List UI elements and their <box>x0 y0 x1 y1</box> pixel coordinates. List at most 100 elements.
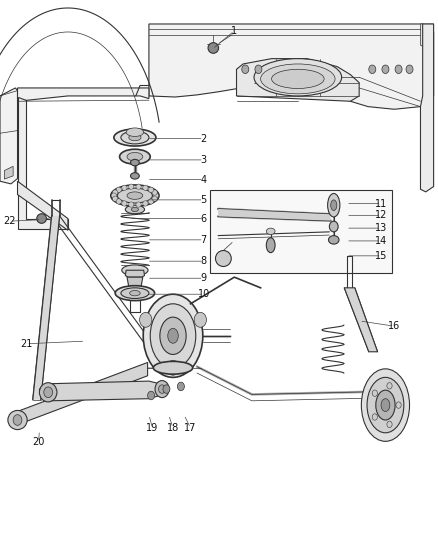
Ellipse shape <box>395 65 402 74</box>
Ellipse shape <box>130 290 140 296</box>
Ellipse shape <box>143 185 148 190</box>
Ellipse shape <box>125 205 145 214</box>
Ellipse shape <box>136 202 141 207</box>
Ellipse shape <box>115 286 155 301</box>
Ellipse shape <box>121 288 149 298</box>
Ellipse shape <box>111 193 117 198</box>
Ellipse shape <box>168 328 178 343</box>
Ellipse shape <box>255 65 262 74</box>
Ellipse shape <box>153 361 193 374</box>
Text: 5: 5 <box>201 195 207 205</box>
Ellipse shape <box>361 369 410 441</box>
Ellipse shape <box>143 294 203 377</box>
Ellipse shape <box>127 152 143 161</box>
Ellipse shape <box>177 382 184 391</box>
Text: 16: 16 <box>388 321 400 331</box>
Ellipse shape <box>143 201 148 206</box>
Ellipse shape <box>194 312 206 327</box>
Ellipse shape <box>121 131 149 144</box>
Ellipse shape <box>160 317 186 354</box>
Ellipse shape <box>242 65 249 74</box>
Ellipse shape <box>215 251 231 266</box>
Ellipse shape <box>129 184 134 189</box>
Polygon shape <box>218 209 331 221</box>
Ellipse shape <box>387 421 392 427</box>
Ellipse shape <box>329 221 338 232</box>
Text: 13: 13 <box>375 223 387 233</box>
Text: 11: 11 <box>375 199 387 208</box>
Ellipse shape <box>381 399 390 411</box>
Ellipse shape <box>382 65 389 74</box>
Polygon shape <box>420 24 434 192</box>
Ellipse shape <box>131 207 138 212</box>
Ellipse shape <box>159 385 166 393</box>
Text: 2: 2 <box>201 134 207 143</box>
Ellipse shape <box>131 173 139 179</box>
Text: 22: 22 <box>4 216 16 226</box>
Ellipse shape <box>113 190 118 195</box>
Ellipse shape <box>152 190 157 195</box>
Ellipse shape <box>116 187 121 192</box>
Ellipse shape <box>44 387 53 398</box>
Text: 7: 7 <box>201 235 207 245</box>
Ellipse shape <box>148 187 154 192</box>
Ellipse shape <box>114 129 156 146</box>
Text: 14: 14 <box>375 236 387 246</box>
Ellipse shape <box>406 65 413 74</box>
Ellipse shape <box>155 381 169 398</box>
Text: 1: 1 <box>231 26 237 36</box>
Polygon shape <box>127 277 143 287</box>
Ellipse shape <box>396 402 401 408</box>
Ellipse shape <box>372 390 378 397</box>
Ellipse shape <box>148 199 154 204</box>
Polygon shape <box>18 88 149 101</box>
Text: 12: 12 <box>375 211 387 220</box>
Ellipse shape <box>129 134 141 141</box>
Ellipse shape <box>113 196 118 201</box>
Ellipse shape <box>129 202 134 207</box>
Polygon shape <box>4 166 13 179</box>
Ellipse shape <box>331 200 337 211</box>
Polygon shape <box>344 288 378 352</box>
Ellipse shape <box>372 414 378 420</box>
Ellipse shape <box>369 65 376 74</box>
Ellipse shape <box>148 391 155 400</box>
Ellipse shape <box>120 149 150 164</box>
Text: 19: 19 <box>146 423 159 433</box>
Ellipse shape <box>127 192 143 199</box>
Polygon shape <box>0 88 18 184</box>
Ellipse shape <box>152 196 157 201</box>
Polygon shape <box>18 181 68 230</box>
Ellipse shape <box>266 238 275 253</box>
Ellipse shape <box>8 410 27 430</box>
Polygon shape <box>13 362 148 426</box>
Ellipse shape <box>111 185 159 206</box>
Ellipse shape <box>167 360 179 375</box>
Ellipse shape <box>116 199 121 204</box>
Text: 6: 6 <box>201 214 207 223</box>
Polygon shape <box>149 24 434 109</box>
Ellipse shape <box>131 159 139 166</box>
Text: 21: 21 <box>20 339 32 349</box>
Ellipse shape <box>266 228 275 235</box>
Ellipse shape <box>122 265 148 276</box>
Ellipse shape <box>13 415 22 425</box>
Polygon shape <box>39 381 166 401</box>
Bar <box>210 190 392 273</box>
Ellipse shape <box>126 128 144 136</box>
Ellipse shape <box>376 390 395 420</box>
Ellipse shape <box>328 236 339 244</box>
Ellipse shape <box>150 304 196 368</box>
Text: 15: 15 <box>375 251 387 261</box>
Text: 17: 17 <box>184 423 197 433</box>
Ellipse shape <box>163 385 170 393</box>
Ellipse shape <box>153 193 159 198</box>
Ellipse shape <box>208 43 219 53</box>
Ellipse shape <box>272 69 324 88</box>
Ellipse shape <box>122 185 127 190</box>
Text: 18: 18 <box>167 423 179 433</box>
Polygon shape <box>18 97 68 229</box>
Text: 8: 8 <box>201 256 207 266</box>
Ellipse shape <box>122 201 127 206</box>
Polygon shape <box>33 216 60 400</box>
